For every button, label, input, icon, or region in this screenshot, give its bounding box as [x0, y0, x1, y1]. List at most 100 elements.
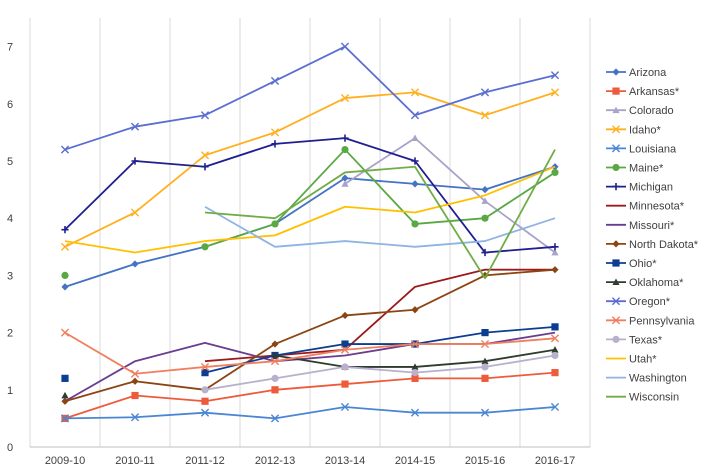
data-point — [271, 351, 279, 359]
y-tick-label: 2 — [7, 328, 13, 340]
data-point — [411, 220, 419, 228]
data-point — [61, 374, 69, 382]
data-point — [61, 271, 69, 279]
series-washington — [204, 205, 556, 248]
x-tick-label: 2012-13 — [255, 455, 295, 465]
legend-item-minnesota: Minnesota* — [606, 201, 685, 213]
data-point — [551, 323, 559, 331]
y-tick-label: 3 — [7, 270, 13, 282]
legend-item-michigan: Michigan — [606, 182, 673, 194]
series-line — [64, 91, 556, 248]
series-line — [64, 371, 556, 420]
legend-label: Idaho* — [629, 124, 662, 136]
series-pennsylvania — [60, 328, 560, 378]
data-point — [411, 180, 419, 188]
legend-marker — [611, 297, 621, 306]
legend-marker — [612, 335, 620, 343]
legend-item-texas: Texas* — [606, 334, 663, 346]
legend-label: Missouri* — [629, 220, 675, 232]
x-tick-label: 2015-16 — [465, 455, 505, 465]
data-point — [60, 242, 70, 251]
data-point — [200, 408, 210, 417]
data-point — [480, 408, 490, 417]
data-point — [271, 220, 279, 228]
data-point — [341, 174, 349, 182]
legend-item-louisiana: Louisiana — [606, 143, 677, 155]
data-point — [341, 134, 349, 142]
gridlines — [29, 18, 591, 448]
series-line — [64, 268, 556, 403]
data-point — [551, 346, 559, 353]
data-point — [270, 128, 280, 137]
legend-marker — [611, 316, 621, 325]
legend-marker — [611, 144, 621, 153]
data-point — [60, 328, 70, 337]
x-tick-label: 2010-11 — [115, 455, 155, 465]
data-point — [131, 260, 139, 268]
data-point — [481, 214, 489, 222]
legend-label: Colorado — [629, 105, 674, 117]
series-line — [64, 331, 556, 375]
data-point — [200, 362, 210, 372]
y-tick-label: 6 — [7, 99, 13, 111]
series-line — [64, 165, 556, 254]
legend-marker — [612, 87, 620, 95]
series-line — [64, 45, 556, 151]
series-line — [204, 149, 556, 280]
legend-label: Wisconsin — [629, 392, 679, 404]
legend-marker — [611, 125, 621, 134]
legend-item-pennsylvania: Pennsylvania — [606, 315, 695, 327]
x-tick-label: 2011-12 — [185, 455, 225, 465]
legend-item-idaho: Idaho* — [606, 124, 662, 136]
data-point — [200, 111, 210, 120]
legend-item-oregon: Oregon* — [606, 296, 671, 308]
y-tick-label: 0 — [7, 442, 13, 454]
legend-marker — [612, 278, 620, 285]
data-point — [131, 157, 139, 165]
legend-item-washington: Washington — [606, 373, 687, 385]
data-point — [341, 340, 349, 348]
data-point — [270, 76, 280, 86]
legend-item-oklahoma: Oklahoma* — [606, 277, 684, 289]
legend-marker — [612, 68, 620, 76]
series-line — [64, 165, 556, 288]
legend-marker — [612, 163, 620, 172]
series-idaho — [60, 88, 560, 251]
data-point — [481, 197, 489, 204]
data-point — [481, 186, 489, 194]
data-point — [341, 380, 349, 388]
data-point — [201, 397, 209, 405]
series-colorado — [341, 134, 559, 256]
data-point — [480, 339, 490, 349]
data-point — [131, 391, 139, 400]
data-point — [130, 122, 140, 131]
data-point — [341, 180, 349, 187]
series-michigan — [61, 134, 559, 257]
series-line — [204, 325, 556, 374]
legend-item-colorado: Colorado — [606, 105, 674, 117]
legend: Arizona Arkansas* Colorado Idaho* Louisiana M… — [606, 67, 699, 404]
data-point — [410, 339, 420, 349]
data-point — [270, 414, 280, 423]
data-point — [411, 306, 419, 314]
series-line — [204, 205, 556, 248]
data-point — [481, 248, 489, 257]
data-point — [550, 71, 560, 80]
data-point — [550, 88, 560, 97]
data-point — [130, 413, 140, 422]
data-point — [340, 402, 350, 412]
y-axis-ticks: 0 1 2 3 4 5 6 7 — [7, 42, 13, 454]
data-point — [271, 140, 279, 148]
x-tick-label: 2009-10 — [45, 455, 85, 465]
data-point — [60, 414, 70, 423]
series-line — [204, 354, 556, 391]
legend-label: Louisiana — [629, 143, 677, 155]
legend-item-missouri: Missouri* — [606, 220, 675, 232]
data-point — [551, 266, 559, 274]
x-axis-ticks: 2009-10 2010-11 2011-12 2012-13 2013-14 2014-… — [45, 455, 575, 465]
legend-label: Oklahoma* — [629, 277, 684, 289]
legend-item-utah: Utah* — [606, 354, 657, 366]
legend-label: Texas* — [629, 334, 663, 346]
data-point — [411, 374, 419, 382]
